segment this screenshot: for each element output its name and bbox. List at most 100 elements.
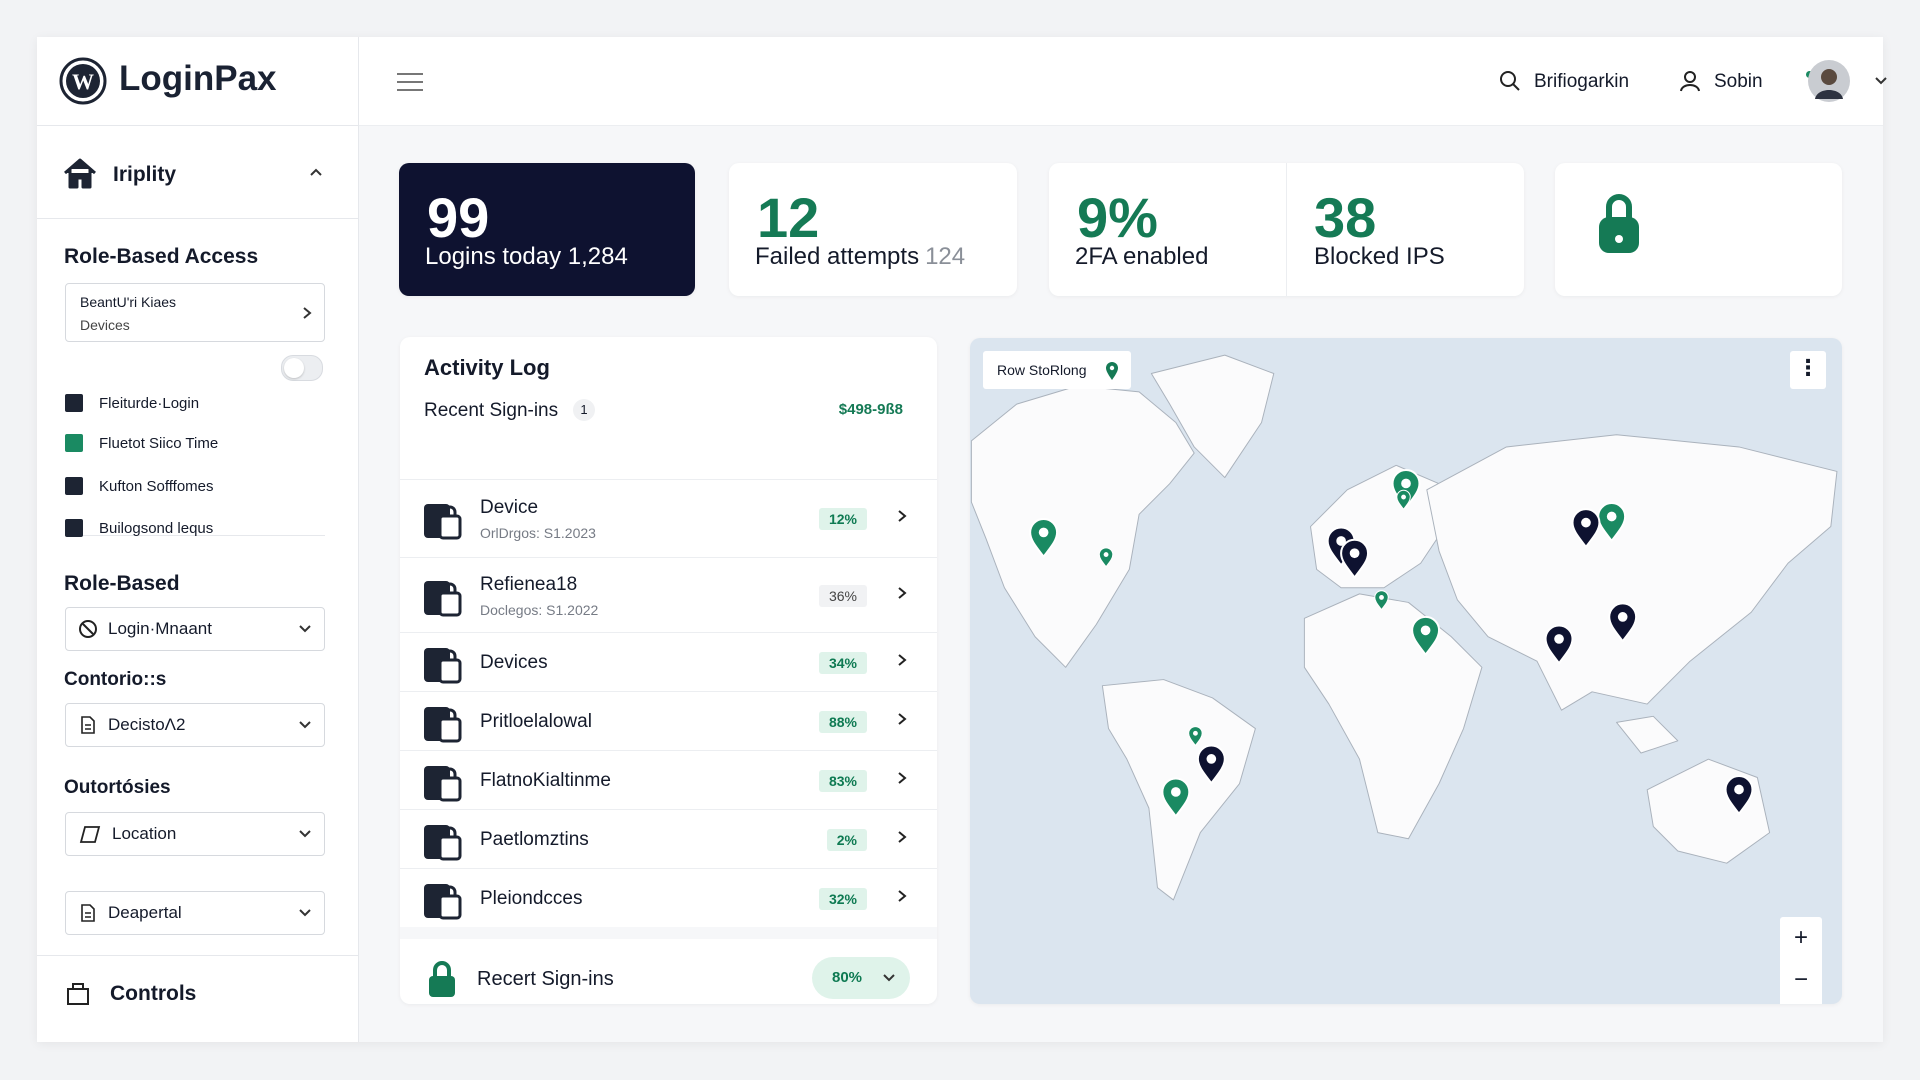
panel-subtitle: Recent Sign-ins (424, 400, 559, 421)
activity-row[interactable]: Refienea18 Doclegos: S1.2022 36% (400, 557, 937, 633)
sidebar-item[interactable]: Fleiturde·Login (65, 394, 199, 412)
stat-card: 12 Failed attempts 124 (729, 163, 1017, 296)
lock-card (1555, 163, 1842, 296)
row-chevron[interactable] (897, 586, 907, 605)
label-text: Logins today (425, 243, 562, 270)
section-title: Role-Based Access (64, 245, 259, 268)
row-pct: 32% (818, 887, 867, 910)
activity-row[interactable]: Pritloelalowal 88% (400, 691, 937, 751)
row-chevron[interactable] (897, 509, 907, 528)
row-sub: Doclegos: S1.2022 (480, 601, 599, 618)
chevron-down[interactable] (1874, 76, 1888, 86)
stat-value: 12 (757, 186, 820, 249)
footer-pill[interactable]: 80% (812, 957, 910, 999)
map-label: Row StoRlong (983, 351, 1131, 389)
sidebar: W LoginPax Iriplity Role-Based Access Be… (37, 37, 359, 1042)
footer-row[interactable]: Recert Sign-ins 80% (400, 927, 937, 1004)
world-map (970, 354, 1838, 901)
map-pin[interactable] (1411, 615, 1441, 657)
activity-row[interactable]: Device OrlDrgos: S1.2023 12% (400, 479, 937, 557)
chevron-right (303, 307, 312, 319)
toggle[interactable] (281, 355, 323, 381)
stat-label: 2FA enabled (1075, 243, 1209, 270)
stat-value: 38 (1314, 186, 1377, 249)
map-pin[interactable] (1396, 489, 1411, 510)
search-icon[interactable] (1499, 70, 1521, 92)
map-pin[interactable] (1608, 602, 1638, 643)
row-icon (424, 883, 462, 919)
selection-box[interactable]: BeantU'ri Kiaes Devices (65, 283, 325, 342)
map-pin[interactable] (1161, 777, 1191, 818)
select[interactable]: Location (65, 812, 325, 856)
stat-label: Blocked IPS (1314, 243, 1445, 270)
row-pct: 12% (818, 507, 867, 530)
row-chevron[interactable] (897, 889, 907, 908)
avatar[interactable] (1807, 59, 1851, 103)
logo: W (59, 57, 107, 105)
map-pin[interactable] (1340, 538, 1370, 580)
row-icon (424, 580, 462, 616)
map-pin[interactable] (1029, 517, 1059, 559)
home-icon (64, 158, 96, 189)
controls-icon (67, 983, 89, 1005)
row-name: Pritloelalowal (480, 710, 592, 732)
row-chevron[interactable] (897, 830, 907, 849)
menu-button[interactable] (396, 72, 424, 92)
stat-card: 9% 2FA enabled 38 Blocked IPS (1049, 163, 1524, 296)
row-chevron[interactable] (897, 771, 907, 790)
footer-pct: 80% (832, 969, 863, 986)
row-chevron[interactable] (897, 653, 907, 672)
item-icon (65, 434, 83, 452)
sidebar-item[interactable]: Builogsond lequs (65, 519, 213, 537)
row-name: Pleiondcces (480, 887, 583, 909)
row-icon (424, 503, 462, 539)
map-pin[interactable] (1724, 775, 1754, 816)
row-name: Device (480, 496, 539, 518)
box-line: BeantU'ri Kiaes (80, 294, 177, 310)
activity-row[interactable]: Paetlomztins 2% (400, 809, 937, 869)
row-chevron[interactable] (897, 712, 907, 731)
box-line: Devices (80, 317, 130, 333)
select[interactable]: DecistoΛ2 (65, 703, 325, 747)
app-window: W LoginPax Iriplity Role-Based Access Be… (37, 37, 1887, 1042)
row-icon (424, 765, 462, 801)
map[interactable]: Row StoRlong ⋮ + − (970, 338, 1842, 1004)
search-text[interactable]: Brifiogarkin (1534, 71, 1630, 92)
row-text: FlatnoKialtinme (480, 770, 611, 792)
item-icon (65, 394, 83, 412)
sidebar-item[interactable]: Kufton Sofffomes (65, 477, 214, 495)
map-pin[interactable] (1571, 508, 1601, 549)
lock-icon (1599, 194, 1639, 253)
map-pin[interactable] (1196, 744, 1226, 785)
select[interactable]: Deapertal (65, 891, 325, 935)
map-pin[interactable] (1544, 624, 1574, 665)
sidebar-item[interactable]: Fluetot Siico Time (65, 434, 218, 452)
row-text: Refienea18 Doclegos: S1.2022 (480, 574, 598, 618)
row-icon (424, 706, 462, 742)
map-pin[interactable] (1188, 726, 1203, 747)
divider (37, 218, 358, 219)
user-name[interactable]: Sobin (1714, 71, 1763, 92)
activity-row[interactable]: FlatnoKialtinme 83% (400, 750, 937, 810)
map-pin[interactable] (1098, 547, 1114, 568)
row-icon (424, 824, 462, 860)
stat-label: Failed attempts 124 (755, 243, 965, 271)
activity-row[interactable]: Pleiondcces 32% (400, 868, 937, 928)
zoom-in[interactable]: + (1793, 924, 1808, 951)
zoom-out[interactable]: − (1793, 966, 1808, 993)
stat-label: Logins today 1,284 (425, 243, 628, 271)
svg-text:W: W (72, 69, 94, 94)
map-pin[interactable] (1374, 590, 1389, 611)
select-value: Deapertal (108, 903, 182, 922)
select[interactable]: Login·Mnaant (65, 607, 325, 651)
row-text: Devices (480, 652, 548, 674)
nav-item[interactable]: Iriplity (113, 163, 177, 186)
divider (65, 535, 325, 536)
item-icon (65, 477, 83, 495)
nav-item[interactable]: Controls (110, 982, 197, 1005)
map-menu[interactable]: ⋮ (1790, 351, 1826, 389)
activity-row[interactable]: Devices 34% (400, 632, 937, 692)
label-text: Failed attempts (755, 243, 920, 270)
row-name: FlatnoKialtinme (480, 769, 611, 791)
